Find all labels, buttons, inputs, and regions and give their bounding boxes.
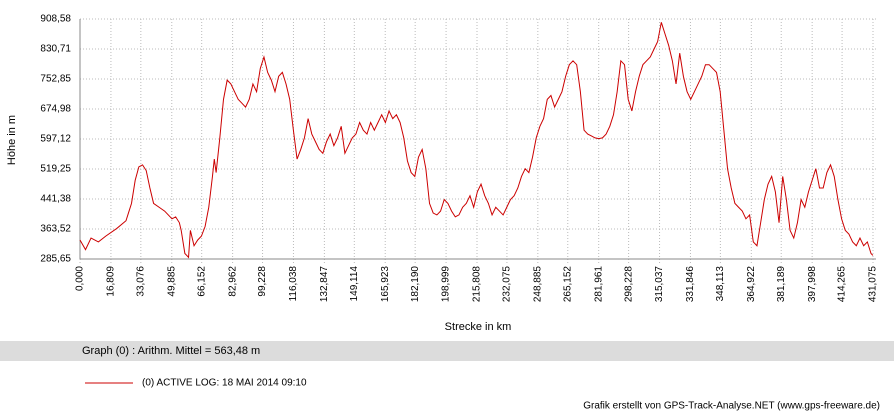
y-tick-label: 830,71 — [40, 44, 71, 55]
x-tick-label: 315,037 — [654, 266, 665, 303]
x-tick-label: 33,076 — [135, 266, 146, 297]
x-tick-label: 149,114 — [349, 266, 360, 302]
y-tick-label: 752,85 — [40, 74, 71, 85]
y-tick-label: 674,98 — [40, 104, 71, 115]
summary-band — [0, 341, 894, 361]
x-tick-label: 397,998 — [807, 266, 818, 303]
x-tick-label: 298,228 — [623, 266, 634, 303]
y-tick-label: 363,52 — [40, 224, 71, 235]
x-tick-label: 348,113 — [715, 266, 726, 302]
y-tick-label: 597,12 — [40, 134, 71, 145]
x-tick-label: 66,152 — [196, 266, 207, 297]
y-tick-label: 441,38 — [40, 194, 71, 205]
x-tick-label: 116,038 — [288, 266, 299, 302]
x-tick-label: 82,962 — [227, 266, 238, 297]
y-axis-label: Höhe in m — [6, 115, 18, 165]
x-tick-label: 431,075 — [868, 266, 879, 303]
x-tick-label: 364,922 — [746, 266, 757, 303]
x-tick-label: 182,190 — [410, 266, 421, 303]
x-tick-label: 132,847 — [319, 266, 330, 303]
y-tick-label: 908,58 — [40, 14, 71, 25]
x-tick-label: 16,809 — [106, 266, 117, 297]
line-series — [79, 22, 874, 259]
y-tick-label: 285,65 — [40, 254, 71, 265]
x-tick-label: 281,961 — [593, 266, 604, 303]
x-tick-label: 198,999 — [441, 266, 452, 303]
x-tick-label: 331,846 — [685, 266, 696, 303]
summary: Graph (0) : Arithm. Mittel = 563,48 m — [82, 345, 260, 357]
x-tick-label: 414,265 — [837, 266, 848, 303]
x-tick-label: 0,000 — [75, 266, 86, 291]
x-tick-label: 232,075 — [502, 266, 513, 303]
legend-label: (0) ACTIVE LOG: 18 MAI 2014 09:10 — [142, 378, 307, 389]
footer: Grafik erstellt von GPS-Track-Analyse.NE… — [583, 401, 880, 412]
x-tick-label: 99,228 — [257, 266, 268, 297]
x-tick-label: 215,808 — [472, 266, 483, 303]
x-tick-label: 265,152 — [562, 266, 573, 303]
x-tick-label: 381,189 — [776, 266, 787, 303]
x-tick-label: 248,885 — [532, 266, 543, 303]
x-tick-label: 165,923 — [380, 266, 391, 303]
x-axis-label: Strecke in km — [445, 321, 512, 333]
x-tick-label: 49,885 — [166, 266, 177, 297]
y-tick-label: 519,25 — [40, 164, 71, 175]
